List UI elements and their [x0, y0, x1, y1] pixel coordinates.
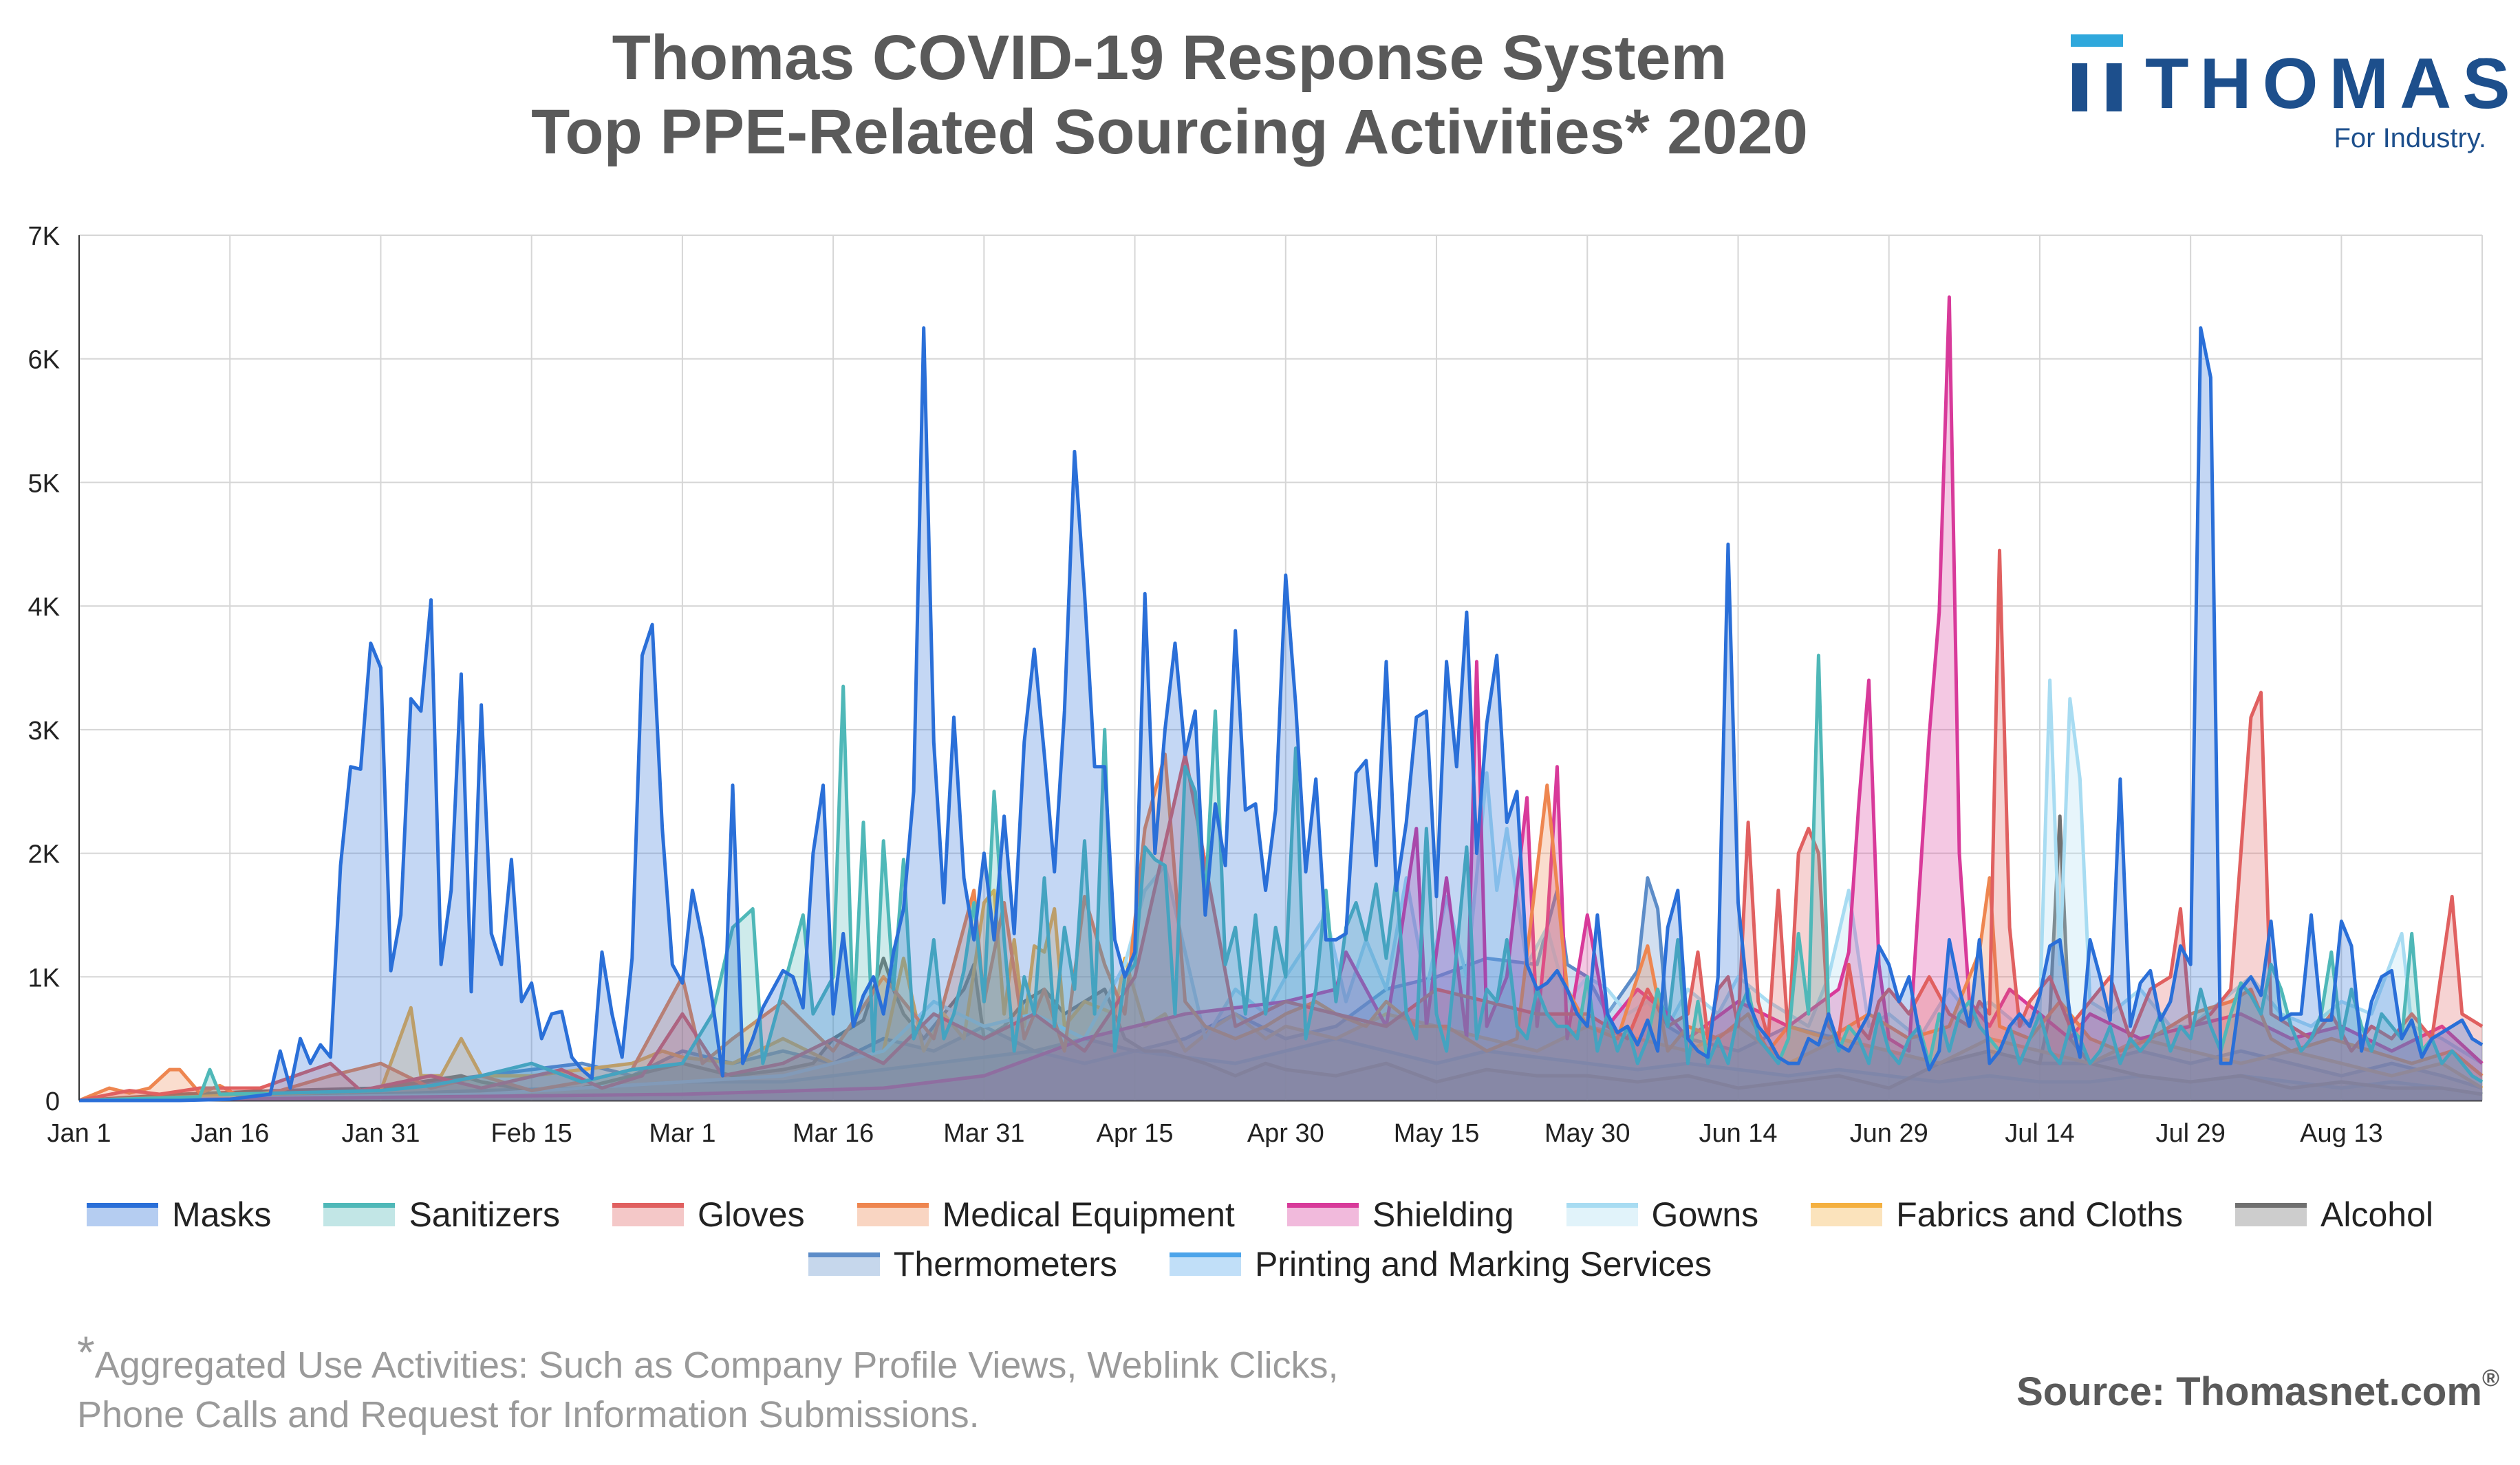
legend-swatch [2235, 1203, 2307, 1226]
legend-item-alcohol: Alcohol [2235, 1195, 2433, 1235]
registered-mark: ® [2481, 1365, 2499, 1391]
legend-item-gowns: Gowns [1566, 1195, 1759, 1235]
legend-swatch [857, 1203, 929, 1226]
title-line-2: Top PPE-Related Sourcing Activities* 202… [531, 97, 1808, 167]
legend-label: Printing and Marking Services [1254, 1245, 1712, 1283]
footnote-line-1: Aggregated Use Activities: Such as Compa… [94, 1345, 1339, 1386]
x-tick-label: Jun 29 [1850, 1119, 1928, 1148]
legend-row: Masks Sanitizers Gloves Medical Equipment Sh… [0, 1190, 2520, 1239]
series-masks [79, 326, 2484, 1103]
legend-swatch [1566, 1203, 1638, 1226]
chart-plot-area [78, 295, 2484, 1103]
legend-swatch [612, 1203, 684, 1226]
legend-swatch [808, 1252, 880, 1276]
legend-label: Sanitizers [409, 1195, 560, 1234]
area-chart: 0 1K 2K 3K 4K 5K 6K 7K Jan 1 Jan 16 Jan 31 Feb 15 Ma… [28, 222, 2484, 1148]
legend-swatch [86, 1203, 158, 1226]
area-sanitizers [79, 655, 2482, 1100]
y-tick-label: 1K [28, 964, 60, 992]
legend-item-sanitizers: Sanitizers [323, 1195, 560, 1235]
legend-swatch [1169, 1252, 1241, 1276]
legend-item-fabrics-and-cloths: Fabrics and Cloths [1811, 1195, 2183, 1235]
footnote-star: * [77, 1327, 95, 1378]
x-tick-label: Jun 14 [1699, 1119, 1777, 1148]
x-tick-label: Apr 15 [1097, 1119, 1174, 1148]
logo-wordmark: THOMAS [2145, 44, 2520, 124]
x-tick-label: Mar 1 [649, 1119, 715, 1148]
legend-item-medical-equipment: Medical Equipment [857, 1195, 1235, 1235]
x-tick-label: Jul 29 [2155, 1119, 2225, 1148]
legend-item-printing-and-marking-services: Printing and Marking Services [1169, 1244, 1712, 1284]
footnote-line-2: Phone Calls and Request for Information … [77, 1394, 980, 1435]
legend-label: Alcohol [2320, 1195, 2434, 1234]
line-masks [79, 326, 2484, 1103]
legend-item-masks: Masks [86, 1195, 272, 1235]
y-tick-label: 0 [45, 1087, 60, 1116]
x-tick-label: May 15 [1394, 1119, 1480, 1148]
legend-swatch [323, 1203, 396, 1226]
x-tick-label: Aug 13 [2300, 1119, 2382, 1148]
source-credit: Source: Thomasnet.com® [2016, 1365, 2499, 1415]
legend-label: Gowns [1651, 1195, 1759, 1234]
title-line-1: Thomas COVID-19 Response System [612, 23, 1727, 93]
x-tick-label: May 30 [1544, 1119, 1630, 1148]
legend-label: Masks [171, 1195, 272, 1234]
thomas-logo: THOMAS ™ For Industry. [2071, 34, 2510, 165]
area-fabrics-and-cloths [79, 890, 2482, 1100]
x-tick-label: Mar 31 [943, 1119, 1024, 1148]
logo-mark-icon [2071, 34, 2123, 113]
chart-axes: 0 1K 2K 3K 4K 5K 6K 7K Jan 1 Jan 16 Jan 31 Feb 15 Ma… [28, 222, 2383, 1148]
series-alcohol [78, 814, 2483, 1103]
y-tick-label: 4K [28, 593, 60, 622]
x-tick-label: Jan 1 [47, 1119, 111, 1148]
y-tick-label: 6K [28, 346, 60, 375]
legend-label: Fabrics and Cloths [1896, 1195, 2184, 1234]
chart-legend: Masks Sanitizers Gloves Medical Equipment Sh… [0, 1190, 2520, 1289]
legend-swatch [1286, 1203, 1359, 1226]
source-text: Source: Thomasnet.com [2016, 1369, 2482, 1414]
x-tick-label: Apr 30 [1247, 1119, 1324, 1148]
footnote: *Aggregated Use Activities: Such as Comp… [77, 1327, 1338, 1440]
y-tick-label: 7K [28, 222, 60, 251]
legend-row: Thermometers Printing and Marking Service… [0, 1239, 2520, 1289]
y-tick-label: 2K [28, 840, 60, 869]
legend-item-gloves: Gloves [612, 1195, 805, 1235]
area-medical-equipment [79, 754, 2482, 1100]
y-tick-label: 3K [28, 717, 60, 746]
chart-title: Thomas COVID-19 Response System Top PPE-… [0, 21, 2339, 169]
x-tick-label: Mar 16 [793, 1119, 874, 1148]
legend-label: Gloves [697, 1195, 805, 1234]
x-tick-label: Jan 31 [341, 1119, 420, 1148]
y-tick-label: 5K [28, 469, 60, 498]
x-tick-label: Jul 14 [2005, 1119, 2074, 1148]
legend-swatch [1811, 1203, 1883, 1226]
series-sanitizers [78, 653, 2484, 1103]
logo-tagline: For Industry. [2334, 123, 2486, 153]
area-thermometers [79, 878, 2482, 1100]
logo-trademark: ™ [2477, 55, 2493, 74]
line-sanitizers [78, 653, 2484, 1103]
x-tick-label: Jan 16 [191, 1119, 269, 1148]
legend-item-shielding: Shielding [1286, 1195, 1514, 1235]
x-tick-label: Feb 15 [491, 1119, 572, 1148]
line-gloves [78, 548, 2484, 1103]
area-gloves [79, 550, 2482, 1100]
legend-label: Shielding [1372, 1195, 1514, 1234]
legend-label: Thermometers [893, 1245, 1117, 1283]
legend-item-thermometers: Thermometers [808, 1244, 1117, 1284]
legend-label: Medical Equipment [942, 1195, 1235, 1234]
line-alcohol [78, 814, 2483, 1103]
series-gloves [78, 548, 2484, 1103]
area-shielding [79, 296, 2482, 1100]
